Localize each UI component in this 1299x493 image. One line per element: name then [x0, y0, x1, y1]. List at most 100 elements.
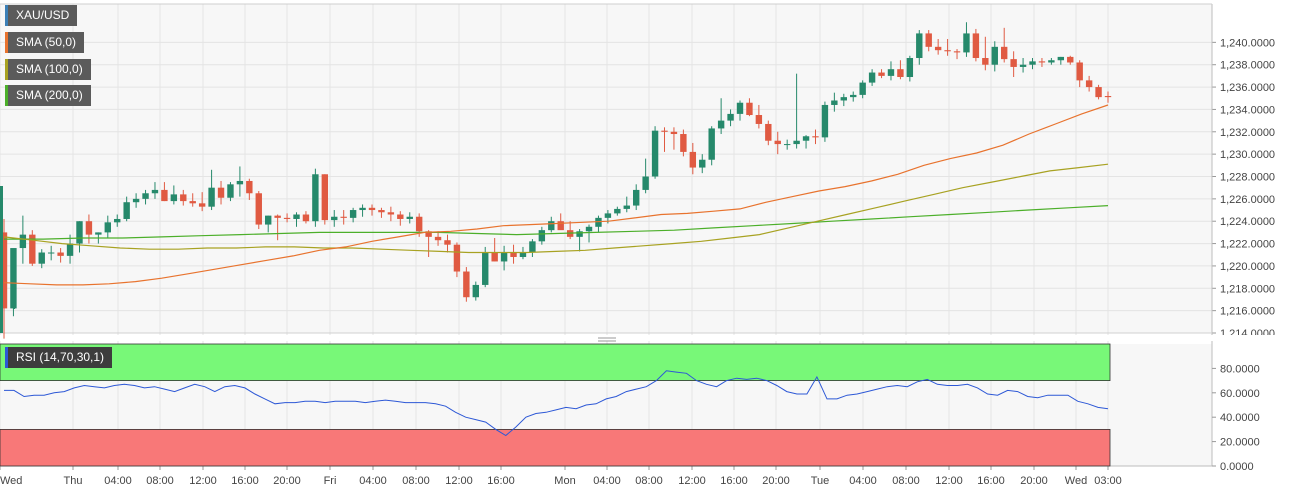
candle-bearish — [434, 236, 442, 241]
candle-bearish — [897, 69, 904, 78]
x-tick-label: 20:00 — [273, 475, 301, 487]
candle-bullish — [293, 214, 300, 219]
candle-bearish — [934, 46, 942, 51]
x-tick-label: 04:00 — [359, 475, 387, 487]
candle-bearish — [680, 134, 687, 152]
y-tick-label: 1,236.0000 — [1220, 82, 1275, 94]
candle-bearish — [765, 123, 772, 141]
candle-bullish — [538, 230, 546, 242]
x-tick-label: 16:00 — [487, 475, 515, 487]
candle-bullish — [595, 217, 602, 227]
candle-bearish — [925, 33, 932, 47]
candle-bullish — [236, 180, 244, 185]
candle-bullish — [66, 243, 74, 256]
candle-bullish — [123, 202, 130, 219]
x-tick-label: Mon — [554, 475, 575, 487]
x-tick-label: 12:00 — [189, 475, 217, 487]
x-tick-label: 04:00 — [849, 475, 877, 487]
candle-bearish — [387, 212, 395, 215]
x-tick-label: 16:00 — [977, 475, 1005, 487]
candle-bullish — [227, 184, 234, 198]
candle-bearish — [29, 234, 36, 264]
y-tick-label: 1,216.0000 — [1220, 306, 1275, 318]
candle-bullish — [349, 210, 357, 218]
candle-bullish — [699, 159, 706, 168]
candle-bearish — [944, 50, 951, 52]
candle-bearish — [661, 130, 668, 132]
rsi-y-tick-label: 80.0000 — [1220, 363, 1260, 375]
candle-bearish — [415, 216, 423, 232]
candle-bearish — [670, 131, 678, 135]
candle-bullish — [104, 222, 111, 233]
candle-bearish — [302, 214, 310, 222]
rsi-oversold-zone — [0, 428, 1111, 467]
x-tick-label: 16:00 — [720, 475, 748, 487]
candle-bearish — [368, 207, 376, 211]
candle-bullish — [1048, 60, 1055, 63]
candle-bearish — [180, 194, 187, 202]
candle-bullish — [38, 252, 45, 264]
candle-bullish — [859, 82, 866, 95]
candle-bearish — [397, 214, 404, 219]
legend-swatch — [5, 5, 8, 26]
candle-bullish — [906, 58, 914, 78]
candle-bullish — [708, 128, 715, 160]
x-tick-label: 08:00 — [635, 475, 663, 487]
candle-bullish — [633, 189, 640, 206]
x-tick-label: 20:00 — [1020, 475, 1048, 487]
candle-bullish — [727, 113, 734, 121]
legend-xauusd[interactable]: XAU/USD — [5, 5, 78, 26]
candle-bearish — [557, 221, 564, 231]
x-tick-label: 12:00 — [678, 475, 706, 487]
candle-bearish — [812, 136, 819, 138]
rsi-y-tick-label: 20.0000 — [1220, 437, 1260, 449]
candle-bullish — [887, 69, 895, 76]
legend-sma-200[interactable]: SMA (200,0) — [5, 85, 91, 106]
candle-bearish — [217, 187, 225, 198]
candle-bearish — [982, 58, 989, 65]
candle-bearish — [510, 252, 517, 257]
rsi-y-tick-label: 40.0000 — [1220, 412, 1260, 424]
y-tick-label: 1,230.0000 — [1220, 149, 1275, 161]
candle-bullish — [10, 248, 17, 309]
legend-rsi[interactable]: RSI (14,70,30,1) — [5, 347, 113, 368]
legend-sma-50[interactable]: SMA (50,0) — [5, 32, 85, 53]
candle-bullish — [651, 130, 659, 177]
left-edge-marker — [0, 186, 3, 333]
candle-bullish — [850, 94, 857, 98]
candle-bullish — [576, 231, 583, 237]
legend-sma-100[interactable]: SMA (100,0) — [5, 59, 91, 80]
candle-bullish — [793, 140, 800, 145]
legend-label: XAU/USD — [16, 8, 70, 22]
x-tick-label: 12:00 — [445, 475, 473, 487]
candle-bearish — [274, 215, 281, 218]
candle-bearish — [283, 217, 291, 219]
candle-bearish — [0, 232, 8, 309]
y-tick-label: 1,222.0000 — [1220, 239, 1275, 251]
candle-bearish — [1010, 59, 1017, 67]
candle-bearish — [1104, 96, 1112, 98]
y-tick-label: 1,234.0000 — [1220, 104, 1275, 116]
y-tick-label: 1,224.0000 — [1220, 216, 1275, 228]
candle-bullish — [500, 252, 508, 262]
candle-bullish — [208, 187, 215, 207]
candle-bullish — [359, 207, 366, 211]
x-tick-label: 12:00 — [935, 475, 963, 487]
candle-bullish — [548, 221, 555, 231]
candle-bullish — [1057, 56, 1065, 61]
candle-bearish — [321, 174, 329, 221]
candle-bearish — [463, 271, 470, 298]
candle-bearish — [755, 115, 763, 124]
x-tick-label: 08:00 — [146, 475, 174, 487]
legend-label: SMA (200,0) — [16, 88, 83, 102]
y-tick-label: 1,220.0000 — [1220, 261, 1275, 273]
candle-bearish — [161, 189, 168, 202]
candle-bullish — [1029, 61, 1036, 65]
candle-bearish — [1095, 87, 1102, 98]
y-tick-label: 1,232.0000 — [1220, 127, 1275, 139]
candle-bearish — [878, 72, 885, 76]
legend-label: SMA (50,0) — [16, 35, 77, 49]
candle-bullish — [868, 72, 876, 83]
y-tick-label: 1,228.0000 — [1220, 172, 1275, 184]
